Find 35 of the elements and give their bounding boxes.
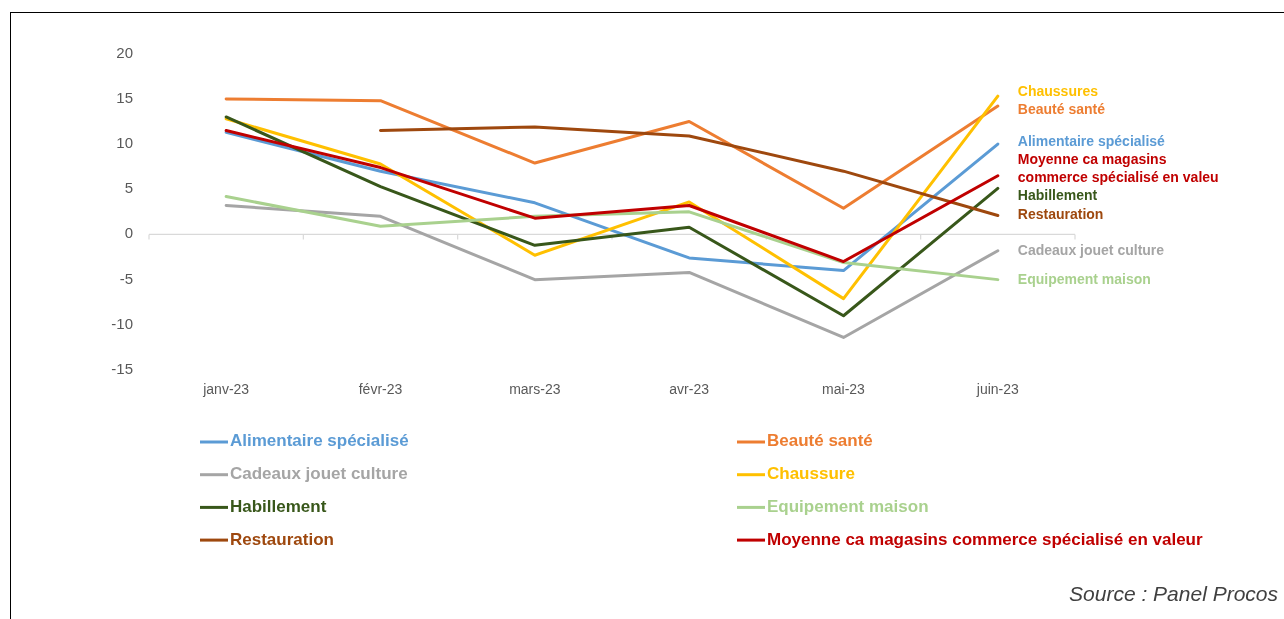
annotation: Habillement [1017,187,1098,204]
legend-label: Moyenne ca magasins commerce spécialisé en valeur [767,529,1203,549]
annotation: Beauté santé [1017,100,1106,117]
y-tick-label: -10 [111,314,133,332]
legend-label: Alimentaire spécialisé [230,431,409,451]
annotation: Moyenne ca magasins commerce spécialisé en valeu [1017,151,1219,186]
y-tick-label: -15 [111,359,133,377]
annotation: Chaussures [1017,82,1099,99]
legend-label: Restauration [230,529,334,549]
legend-label: Cadeaux jouet culture [230,464,408,484]
legend-label: Chaussure [767,464,855,484]
x-tick-label: mai-23 [822,380,866,397]
line-series [224,97,1000,210]
annotation: Equipement maison [1017,270,1151,287]
y-tick-label: 10 [116,134,133,152]
y-tick-label: 0 [124,224,133,242]
y-tick-label: 20 [116,43,133,61]
y-tick-label: -5 [119,269,133,287]
x-tick-label: avr-23 [669,380,710,397]
x-tick-label: mars-23 [509,380,561,397]
x-tick-label: juin-23 [975,380,1020,397]
legend-label: Equipement maison [767,496,929,516]
line-series [224,115,1000,318]
annotation: Alimentaire spécialisé [1017,133,1166,150]
line-series [379,125,1000,217]
legend-label: Habillement [230,496,327,516]
line-series [224,204,1000,339]
annotation: Restauration [1017,206,1104,223]
x-tick-label: janv-23 [202,380,250,397]
y-tick-label: 5 [124,179,133,197]
source-note: Source : Panel Procos [1069,582,1279,605]
y-tick-label: 15 [116,88,133,106]
x-tick-label: févr-23 [358,380,403,397]
legend-label: Beauté santé [767,431,873,451]
annotation: Cadeaux jouet culture [1017,241,1165,258]
